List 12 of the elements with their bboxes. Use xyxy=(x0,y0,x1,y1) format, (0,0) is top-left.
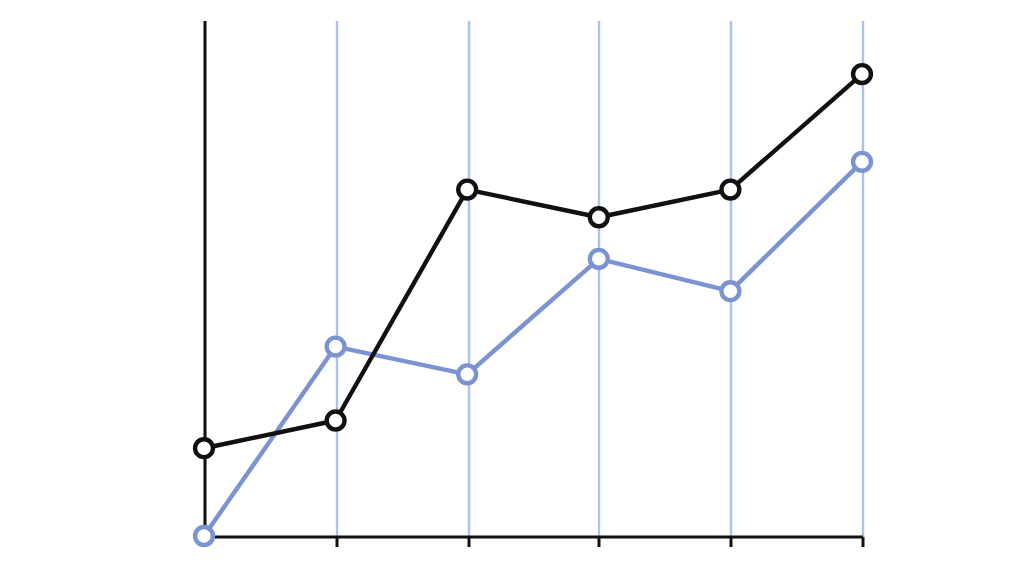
point xyxy=(850,62,874,86)
point xyxy=(192,524,216,548)
point xyxy=(456,363,479,386)
point xyxy=(324,335,347,358)
point xyxy=(192,437,216,460)
point xyxy=(719,280,742,303)
point xyxy=(324,409,347,432)
point xyxy=(850,150,874,173)
point xyxy=(719,178,742,201)
point xyxy=(587,206,610,229)
point xyxy=(587,247,610,270)
point xyxy=(456,178,479,201)
